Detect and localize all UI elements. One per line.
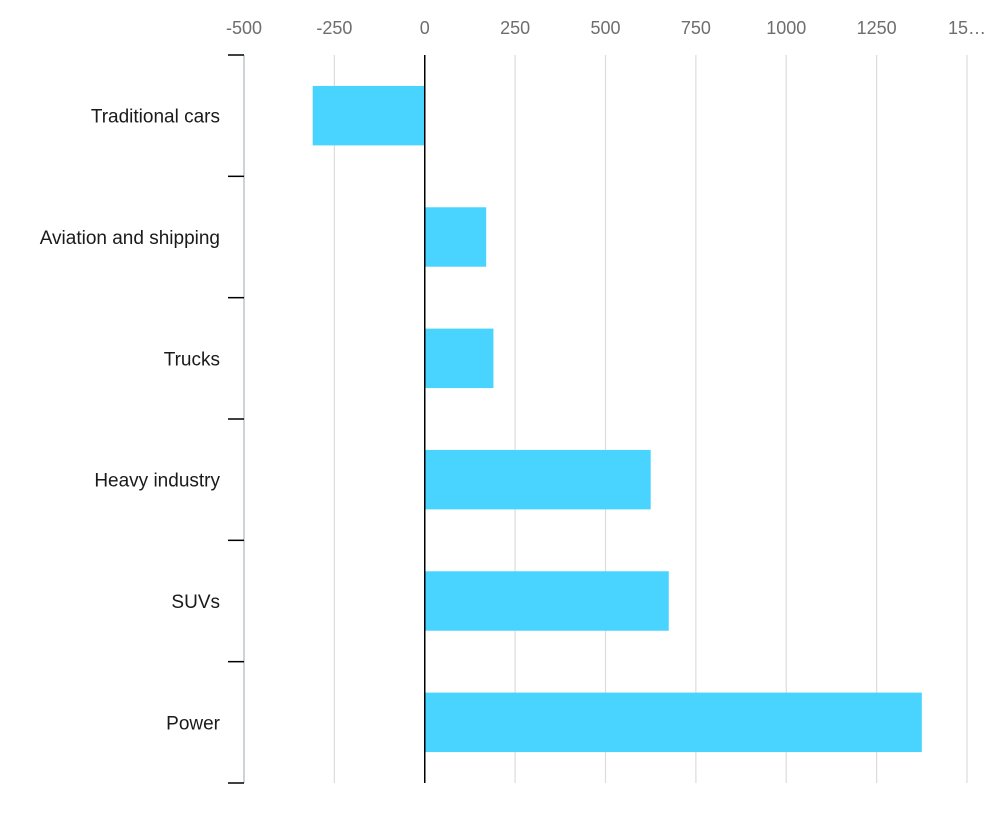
x-tick-label: -500 xyxy=(226,18,262,38)
x-tick-label: 15… xyxy=(948,18,986,38)
bar xyxy=(424,207,487,267)
bar xyxy=(424,449,651,510)
category-label: Trucks xyxy=(164,349,220,370)
x-tick-label: 0 xyxy=(420,18,430,38)
x-tick-label: -250 xyxy=(316,18,352,38)
bar xyxy=(312,85,425,146)
x-tick-label: 1250 xyxy=(857,18,897,38)
x-axis-ticks: -500 -250 0 250 500 750 1000 1250 15… xyxy=(226,18,986,38)
x-tick-label: 250 xyxy=(500,18,530,38)
category-label: Aviation and shipping xyxy=(40,228,220,249)
x-tick-label: 750 xyxy=(681,18,711,38)
category-label: Traditional cars xyxy=(91,107,220,128)
bar xyxy=(424,328,494,389)
category-label: SUVs xyxy=(171,592,220,613)
category-label: Power xyxy=(166,713,221,734)
bars xyxy=(312,85,922,753)
x-tick-label: 500 xyxy=(590,18,620,38)
gridlines xyxy=(243,55,968,783)
category-labels: Traditional cars Aviation and shipping Tru… xyxy=(40,107,221,735)
bar xyxy=(424,571,669,631)
bar xyxy=(424,692,922,753)
x-tick-label: 1000 xyxy=(766,18,806,38)
category-label: Heavy industry xyxy=(94,471,220,492)
category-axis xyxy=(228,54,245,784)
